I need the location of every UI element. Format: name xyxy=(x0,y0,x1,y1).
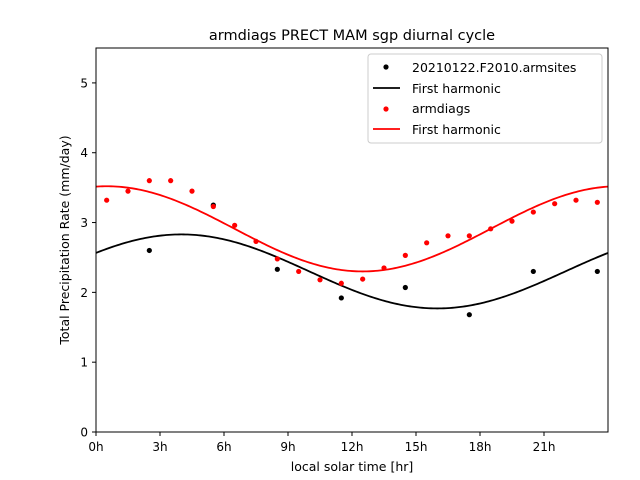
data-point-series-2 xyxy=(168,178,174,184)
y-axis-label: Total Precipitation Rate (mm/day) xyxy=(57,135,72,345)
data-point-series-0 xyxy=(402,284,408,291)
data-point-series-0 xyxy=(274,266,280,272)
data-point-series-2 xyxy=(338,280,344,286)
data-point-series-2 xyxy=(296,268,302,275)
harmonic-curve-3 xyxy=(95,185,609,273)
harmonic-curve-1 xyxy=(95,233,609,310)
data-point-series-2 xyxy=(274,256,280,262)
y-tick-label: 0 xyxy=(80,426,88,440)
y-tick-label: 2 xyxy=(80,286,88,300)
legend: 20210122.F2010.armsites First harmonic a… xyxy=(367,53,603,144)
legend-label-model-harmonic: First harmonic xyxy=(412,81,501,96)
data-point-series-2 xyxy=(509,218,515,224)
data-point-series-2 xyxy=(360,276,366,282)
data-point-series-2 xyxy=(573,197,579,203)
x-tick-label: 3h xyxy=(152,440,167,454)
data-point-series-2 xyxy=(552,201,558,207)
data-point-series-2 xyxy=(125,188,131,194)
chart-title: armdiags PRECT MAM sgp diurnal cycle xyxy=(209,28,495,44)
legend-label-armdiags-harmonic: First harmonic xyxy=(412,122,501,137)
x-tick-label: 18h xyxy=(469,440,492,454)
data-point-series-0 xyxy=(530,268,536,275)
y-tick-label: 1 xyxy=(80,356,88,370)
x-tick-label: 6h xyxy=(216,440,231,454)
data-point-series-2 xyxy=(317,277,323,283)
y-axis: 0 1 2 3 4 5 xyxy=(80,76,96,440)
data-point-series-2 xyxy=(189,188,195,194)
series-layer xyxy=(95,178,609,318)
x-tick-label: 12h xyxy=(341,440,364,454)
data-point-series-0 xyxy=(146,247,152,254)
x-tick-label: 21h xyxy=(533,440,556,454)
legend-box xyxy=(367,53,603,144)
data-point-series-2 xyxy=(466,233,472,239)
y-tick-label: 3 xyxy=(80,216,88,230)
data-point-series-2 xyxy=(104,197,110,203)
data-point-series-2 xyxy=(381,265,387,271)
data-point-series-0 xyxy=(466,312,472,318)
data-point-series-2 xyxy=(146,178,152,184)
data-point-series-2 xyxy=(402,252,408,258)
y-tick-label: 4 xyxy=(80,146,88,160)
x-axis-label: local solar time [hr] xyxy=(291,459,414,474)
data-point-series-2 xyxy=(445,233,451,239)
legend-marker-model-points xyxy=(383,64,389,70)
data-point-series-2 xyxy=(530,209,536,215)
x-tick-label: 0h xyxy=(88,440,103,454)
data-point-series-2 xyxy=(424,240,430,246)
data-point-series-2 xyxy=(253,238,259,244)
legend-marker-armdiags-points xyxy=(383,106,389,112)
data-point-series-2 xyxy=(488,226,494,232)
data-point-series-0 xyxy=(594,268,600,275)
x-axis: 0h 3h 6h 9h 12h 15h 18h 21h xyxy=(88,432,555,454)
data-point-series-2 xyxy=(210,203,216,210)
data-point-series-2 xyxy=(232,222,238,228)
y-tick-label: 5 xyxy=(80,76,88,90)
x-tick-label: 15h xyxy=(405,440,428,454)
data-point-series-2 xyxy=(594,199,600,205)
x-tick-label: 9h xyxy=(280,440,295,454)
legend-label-armdiags-points: armdiags xyxy=(412,101,470,116)
data-point-series-0 xyxy=(338,295,344,301)
legend-label-model-points: 20210122.F2010.armsites xyxy=(412,60,576,75)
